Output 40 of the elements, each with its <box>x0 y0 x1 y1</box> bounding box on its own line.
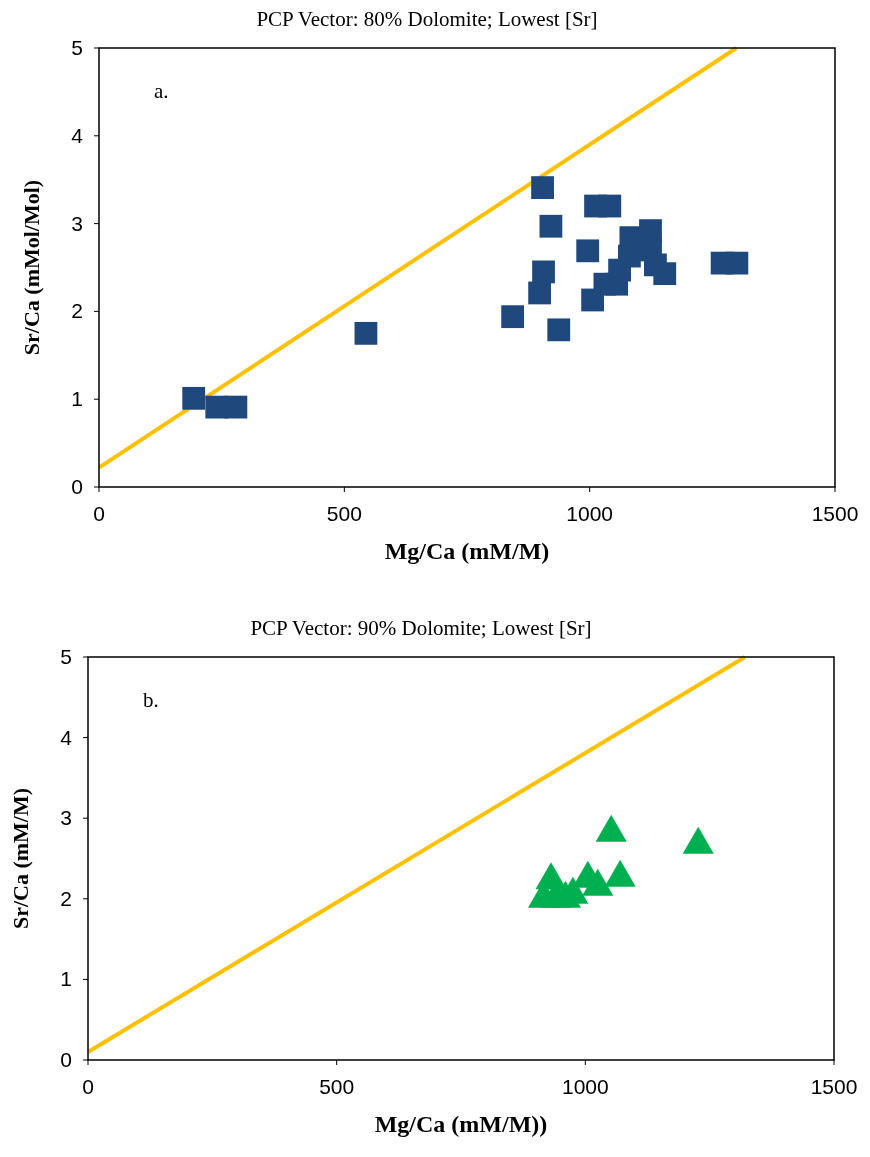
x-tick-label: 0 <box>93 502 105 525</box>
point <box>598 194 622 218</box>
y-tick-label: 2 <box>71 299 83 323</box>
annotation: a. <box>154 79 169 103</box>
y-axis-title: Sr/Ca (mMol/Mol) <box>19 179 44 356</box>
point <box>531 176 554 199</box>
y-tick-label: 5 <box>60 645 72 668</box>
y-tick-label: 0 <box>71 475 83 498</box>
x-tick-label: 1000 <box>561 1075 609 1098</box>
chart-title: PCP Vector: 90% Dolomite; Lowest [Sr] <box>250 616 592 640</box>
x-tick-label: 1000 <box>566 502 614 525</box>
point <box>532 260 555 284</box>
point <box>182 386 206 410</box>
y-tick-label: 3 <box>60 806 72 830</box>
x-tick-label: 1500 <box>810 1075 858 1098</box>
point <box>501 305 525 329</box>
y-tick-label: 0 <box>60 1048 72 1071</box>
point <box>725 251 749 275</box>
y-tick-label: 3 <box>71 211 83 235</box>
y-tick-label: 1 <box>71 387 83 411</box>
y-tick-label: 4 <box>71 123 84 147</box>
y-tick-label: 1 <box>60 967 72 991</box>
y-axis-title: Sr/Ca (mM/M) <box>8 787 33 930</box>
point <box>224 395 248 419</box>
point <box>539 214 563 238</box>
point <box>653 262 677 286</box>
x-tick-label: 500 <box>326 502 362 525</box>
x-tick-label: 500 <box>319 1075 355 1098</box>
point <box>528 281 552 305</box>
point <box>576 239 600 263</box>
point <box>547 318 571 342</box>
x-axis-title: Mg/Ca (mM/M) <box>384 538 550 564</box>
chart-title: PCP Vector: 80% Dolomite; Lowest [Sr] <box>256 7 598 31</box>
point <box>354 321 378 345</box>
y-tick-label: 4 <box>60 725 73 749</box>
x-tick-label: 1500 <box>811 502 859 525</box>
annotation: b. <box>143 688 159 712</box>
y-tick-label: 5 <box>71 36 83 59</box>
x-axis-title: Mg/Ca (mM/M)) <box>374 1111 548 1137</box>
y-tick-label: 2 <box>60 886 72 910</box>
